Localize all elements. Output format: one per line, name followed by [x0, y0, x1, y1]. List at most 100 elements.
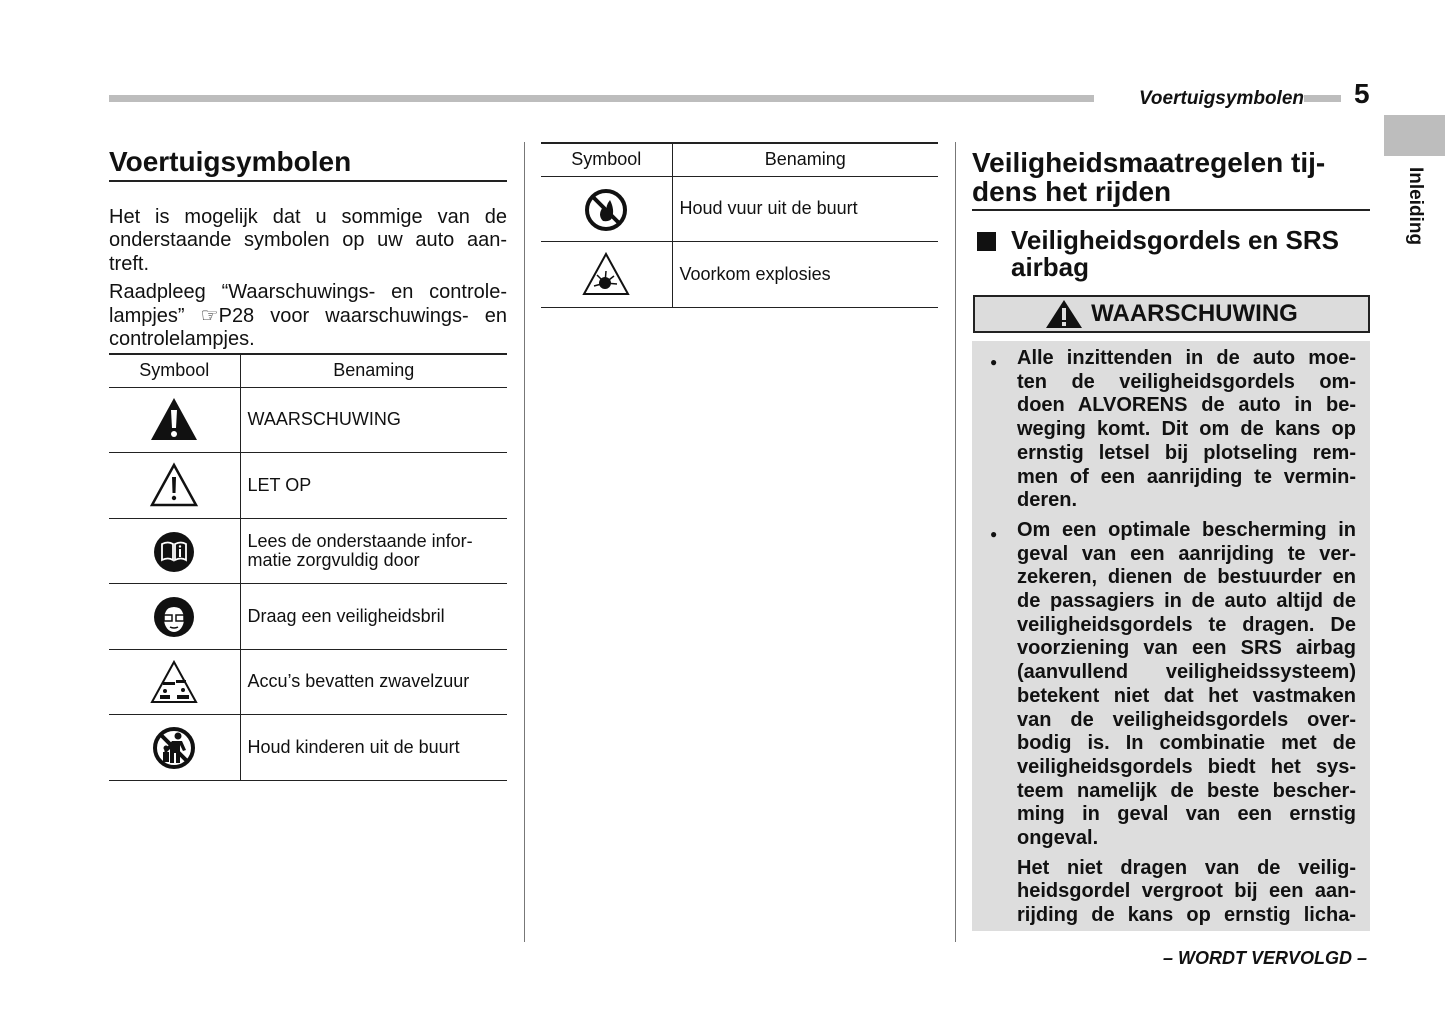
text-line: Het is mogelijk dat u sommige van de [109, 205, 507, 228]
title-rule [109, 180, 507, 182]
header-bar [109, 95, 1341, 102]
text-line: bodig is. In combinatie met de [1017, 732, 1356, 755]
page-number: 5 [1352, 78, 1372, 110]
name-text: Lees de onderstaande infor- [247, 530, 473, 551]
text-line: van de veiligheidsgordels over- [1017, 708, 1356, 731]
text-line: veiligheidsgordels biedt het sys- [1017, 755, 1356, 778]
symbol-cell [109, 387, 241, 453]
table-row: LET OP [109, 452, 507, 519]
text-line: treft. [109, 252, 150, 275]
text-line: rijding de kans op ernstig licha- [1017, 904, 1356, 927]
bullet-dot-icon: ● [990, 355, 998, 369]
text-line: Om een optimale bescherming in [1017, 518, 1356, 541]
text-line: deren. [1017, 489, 1078, 512]
name-cell: Houd vuur uit de buurt [672, 176, 938, 242]
explosion-warning-icon [582, 252, 630, 296]
name-text: matie zorgvuldig door [247, 549, 420, 570]
table-row: Draag een veiligheidsbril [109, 583, 507, 650]
column-divider [955, 142, 956, 942]
warning-filled-triangle-icon [151, 397, 198, 440]
safety-glasses-icon [154, 597, 195, 638]
column-header-name: Benaming [672, 142, 938, 177]
text-line: ten de veiligheidsgordels om- [1017, 370, 1356, 393]
name-text: Draag een veiligheidsbril [247, 605, 445, 626]
warning-triangle-icon [1046, 300, 1083, 328]
text-line: Het niet dragen van de veilig- [1017, 856, 1356, 879]
text-line: voorziening van een SRS airbag [1017, 637, 1356, 660]
section-tab [1384, 115, 1445, 156]
section-title: Voertuigsymbolen [109, 146, 352, 177]
text-line: ernstig letsel bij plotseling rem- [1017, 441, 1356, 464]
table-row: WAARSCHUWING [109, 387, 507, 453]
text-line: weging komt. Dit om de kans op [1017, 418, 1356, 441]
table-header-row: Symbool Benaming [541, 142, 938, 177]
name-cell: WAARSCHUWING [240, 387, 507, 453]
symbol-cell [541, 241, 673, 308]
table-header-row: Symbool Benaming [109, 353, 507, 388]
symbol-cell [109, 452, 241, 519]
section-title: Veiligheidsmaatregelen tij-dens het rijd… [972, 148, 1370, 206]
text-line: doen ALVORENS de auto in be- [1017, 394, 1356, 417]
text-line: veiligheidsgordels te dragen. De [1017, 613, 1356, 636]
title-line: dens het rijden [972, 176, 1172, 207]
column-header-symbol: Symbool [109, 353, 241, 388]
running-title: Voertuigsymbolen [1094, 88, 1304, 110]
text-line: zekeren, dienen de bestuurder en [1017, 566, 1356, 589]
paragraph: Raadpleeg “Waarschuwings- en controle-la… [109, 281, 507, 352]
warning-header: WAARSCHUWING [973, 295, 1370, 333]
text-line: controlelampjes. [109, 328, 255, 351]
symbol-table-continued: Symbool Benaming Houd vuur uit de buurt Voo… [541, 142, 938, 308]
paragraph: Het is mogelijk dat u sommige van de onde… [109, 206, 507, 277]
text-line: Alle inzittenden in de auto moe- [1017, 347, 1356, 369]
symbol-cell [541, 176, 673, 242]
warning-bullet: ● Alle inzittenden in de auto moe-ten de … [988, 347, 1356, 513]
title-rule [972, 209, 1370, 211]
subtitle-line: airbag [1011, 251, 1090, 282]
corrosive-acid-icon [150, 659, 198, 703]
text-line: onderstaande symbolen op uw auto aan- [109, 229, 507, 252]
subtitle-line: Veiligheidsgordels en SRS [1011, 224, 1339, 255]
warning-paragraph: Het niet dragen van de veilig-heidsgorde… [988, 857, 1356, 928]
name-text: Voorkom explosies [679, 263, 831, 284]
text-line: heidsgordel vergroot bij een aan- [1017, 880, 1356, 903]
text-line: teem namelijk de beste bescher- [1017, 779, 1356, 802]
name-text: Houd vuur uit de buurt [679, 198, 858, 219]
bullet-dot-icon: ● [990, 526, 998, 541]
text-line: (aanvullend veiligheidssysteem) [1017, 661, 1356, 684]
column-header-symbol: Symbool [541, 142, 673, 177]
text-line: de passagiers in de auto altijd de [1017, 590, 1356, 613]
warning-content: ● Alle inzittenden in de auto moe-ten de … [972, 341, 1370, 931]
right-column: Veiligheidsmaatregelen tij-dens het rijd… [972, 148, 1370, 281]
name-cell: Accu’s bevatten zwavelzuur [240, 649, 507, 715]
intro-text: Het is mogelijk dat u sommige van de onde… [109, 206, 507, 353]
name-text: Accu’s bevatten zwavelzuur [247, 671, 470, 692]
text-line: men of een aanrijding te vermin- [1017, 465, 1356, 488]
no-fire-icon [585, 188, 628, 231]
name-cell: Lees de onderstaande infor-matie zorgvul… [240, 518, 507, 584]
table-row: Voorkom explosies [541, 241, 938, 308]
table-row: Houd kinderen uit de buurt [109, 714, 507, 781]
continued-label: – WORDT VERVOLGD – [1162, 948, 1367, 968]
column-divider [524, 142, 525, 942]
text-line: geval van een aanrijding te ver- [1017, 542, 1356, 565]
name-text: WAARSCHUWING [247, 409, 401, 430]
table-row: Lees de onderstaande infor-matie zorgvul… [109, 518, 507, 584]
title-line: Veiligheidsmaatregelen tij- [972, 147, 1326, 178]
symbol-cell [109, 518, 241, 584]
section-tab-label: Inleiding [1405, 166, 1426, 246]
warning-label: WAARSCHUWING [1091, 300, 1298, 327]
table-row: Accu’s bevatten zwavelzuur [109, 649, 507, 715]
no-children-icon [153, 727, 196, 770]
left-column: Voertuigsymbolen Het is mogelijk dat u s… [109, 147, 507, 357]
square-bullet-icon [977, 231, 996, 251]
text-line: ming in geval van een ernstig [1017, 803, 1356, 826]
text-line: lampjes” ☞P28 voor waarschuwings- en [109, 304, 507, 327]
caution-outline-triangle-icon [150, 462, 199, 507]
text-line: ongeval. [1017, 827, 1099, 850]
name-text: Houd kinderen uit de buurt [247, 736, 460, 757]
symbol-cell [109, 583, 241, 650]
name-cell: Draag een veiligheidsbril [240, 583, 507, 650]
warning-bullet: ● Om een optimale bescherming in geval van… [988, 519, 1356, 851]
name-cell: LET OP [240, 452, 507, 519]
subsection-title: Veiligheidsgordels en SRS airbag [972, 224, 1370, 282]
